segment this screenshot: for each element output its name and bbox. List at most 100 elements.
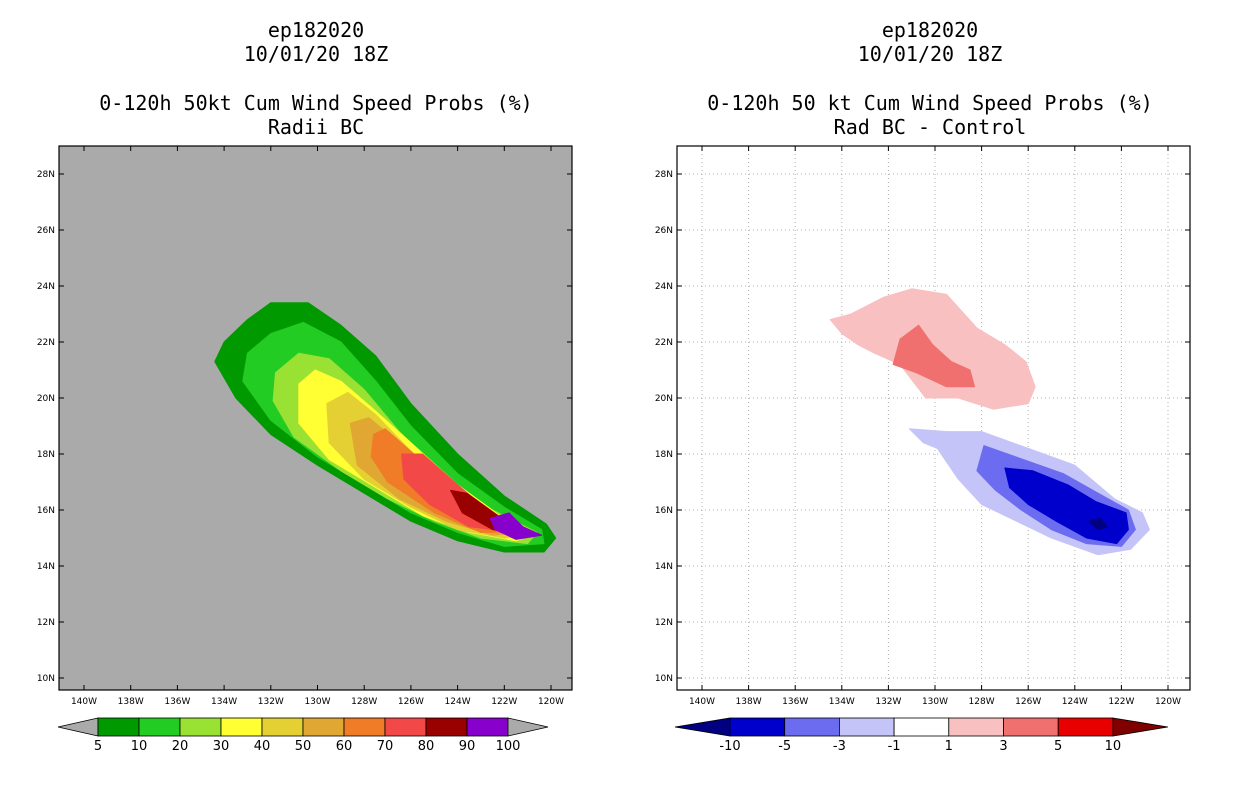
right-colorbar-label: -5	[778, 739, 791, 754]
right-x-tick-label: 122W	[1108, 697, 1134, 707]
left-colorbar-label: 30	[213, 739, 230, 754]
right-storm-id: ep182020	[881, 18, 979, 42]
left-plot-area	[214, 302, 557, 553]
right-product-title: 0-120h 50 kt Cum Wind Speed Probs (%)	[707, 91, 1153, 115]
right-colorbar-label: -10	[719, 739, 740, 754]
left-colorbar-label: 40	[254, 739, 271, 754]
right-colorbar-label: 1	[945, 739, 953, 754]
left-x-tick-label: 126W	[398, 697, 424, 707]
left-panel-label: Radii BC	[267, 115, 365, 139]
left-colorbar-high-arrow	[507, 717, 549, 737]
right-y-tick-label: 22N	[655, 338, 673, 348]
right-y-tick-label: 12N	[655, 618, 673, 628]
right-y-tick-label: 16N	[655, 506, 673, 516]
right-datetime: 10/01/20 18Z	[857, 42, 1003, 66]
left-y-tick-label: 10N	[37, 674, 55, 684]
left-plot-frame	[58, 145, 573, 691]
left-x-tick-label: 134W	[211, 697, 237, 707]
left-colorbar-swatch	[179, 717, 222, 737]
left-y-tick-label: 22N	[37, 338, 55, 348]
right-colorbar-label: -1	[888, 739, 901, 754]
left-x-tick-label: 130W	[304, 697, 330, 707]
right-x-tick-label: 126W	[1015, 697, 1041, 707]
left-colorbar-swatch	[261, 717, 304, 737]
left-colorbar-low-arrow	[57, 717, 99, 737]
left-colorbar-swatch	[343, 717, 386, 737]
left-x-tick-label: 128W	[351, 697, 377, 707]
right-x-tick-label: 120W	[1155, 697, 1181, 707]
right-panel-label: Rad BC - Control	[833, 115, 1027, 139]
right-y-tick-label: 24N	[655, 282, 673, 292]
left-colorbar-label: 10	[131, 739, 148, 754]
right-title: ep182020 10/01/20 18Z	[670, 18, 1190, 66]
left-y-tick-label: 14N	[37, 562, 55, 572]
left-y-tick-label: 16N	[37, 506, 55, 516]
left-colorbar-label: 20	[172, 739, 189, 754]
left-x-tick-label: 120W	[538, 697, 564, 707]
left-x-tick-label: 140W	[71, 697, 97, 707]
left-y-tick-label: 24N	[37, 282, 55, 292]
right-x-tick-label: 138W	[736, 697, 762, 707]
left-colorbar-swatch	[220, 717, 263, 737]
left-colorbar-swatch	[302, 717, 345, 737]
right-colorbar-label: 10	[1105, 739, 1122, 754]
right-colorbar-swatch	[1057, 717, 1114, 737]
right-contour-3	[892, 324, 976, 388]
left-colorbar-label: 5	[94, 739, 102, 754]
left-x-tick-label: 136W	[164, 697, 190, 707]
left-colorbar-swatch	[425, 717, 468, 737]
right-colorbar-swatch	[839, 717, 895, 737]
left-colorbar-swatch	[466, 717, 509, 737]
right-colorbar-swatch	[729, 717, 786, 737]
left-subtitle: 0-120h 50kt Cum Wind Speed Probs (%) Rad…	[59, 91, 573, 139]
left-y-tick-label: 26N	[37, 226, 55, 236]
left-colorbar-label: 70	[377, 739, 394, 754]
left-colorbar-label: 50	[295, 739, 312, 754]
left-y-tick-label: 28N	[37, 170, 55, 180]
left-contour-90	[489, 512, 543, 540]
right-colorbar-high-arrow	[1112, 717, 1168, 737]
left-x-tick-label: 122W	[491, 697, 517, 707]
right-x-tick-label: 134W	[829, 697, 855, 707]
right-colorbar-swatch	[784, 717, 840, 737]
left-y-tick-label: 12N	[37, 618, 55, 628]
left-datetime: 10/01/20 18Z	[243, 42, 389, 66]
left-y-tick-label: 20N	[37, 394, 55, 404]
right-colorbar-swatch	[893, 717, 950, 737]
right-y-tick-label: 20N	[655, 394, 673, 404]
left-colorbar-swatch	[97, 717, 140, 737]
right-colorbar-low-arrow	[674, 717, 731, 737]
right-plot-frame	[676, 145, 1191, 691]
right-x-tick-label: 136W	[782, 697, 808, 707]
left-colorbar-label: 80	[418, 739, 435, 754]
right-plot-background	[677, 146, 1190, 690]
right-subtitle: 0-120h 50 kt Cum Wind Speed Probs (%) Ra…	[670, 91, 1190, 139]
left-colorbar-swatch	[138, 717, 181, 737]
left-product-title: 0-120h 50kt Cum Wind Speed Probs (%)	[99, 91, 533, 115]
right-y-tick-label: 18N	[655, 450, 673, 460]
right-plot-area	[677, 146, 1190, 690]
right-y-tick-label: 28N	[655, 170, 673, 180]
left-colorbar-label: 60	[336, 739, 353, 754]
left-colorbar-label: 100	[496, 739, 521, 754]
right-contour--10	[1088, 517, 1108, 531]
right-colorbar-swatch	[1003, 717, 1059, 737]
left-colorbar-swatch	[384, 717, 427, 737]
right-y-tick-label: 10N	[655, 674, 673, 684]
right-x-tick-label: 140W	[689, 697, 715, 707]
left-x-tick-label: 124W	[445, 697, 471, 707]
right-colorbar-label: 3	[999, 739, 1007, 754]
right-colorbar-label: 5	[1054, 739, 1062, 754]
left-colorbar-label: 90	[459, 739, 476, 754]
right-y-tick-label: 26N	[655, 226, 673, 236]
right-colorbar-swatch	[948, 717, 1004, 737]
left-x-tick-label: 132W	[258, 697, 284, 707]
left-storm-id: ep182020	[267, 18, 365, 42]
right-x-tick-label: 128W	[969, 697, 995, 707]
right-x-tick-label: 124W	[1062, 697, 1088, 707]
right-x-tick-label: 132W	[875, 697, 901, 707]
left-title: ep182020 10/01/20 18Z	[59, 18, 573, 66]
left-x-tick-label: 138W	[118, 697, 144, 707]
right-colorbar-label: -3	[833, 739, 846, 754]
